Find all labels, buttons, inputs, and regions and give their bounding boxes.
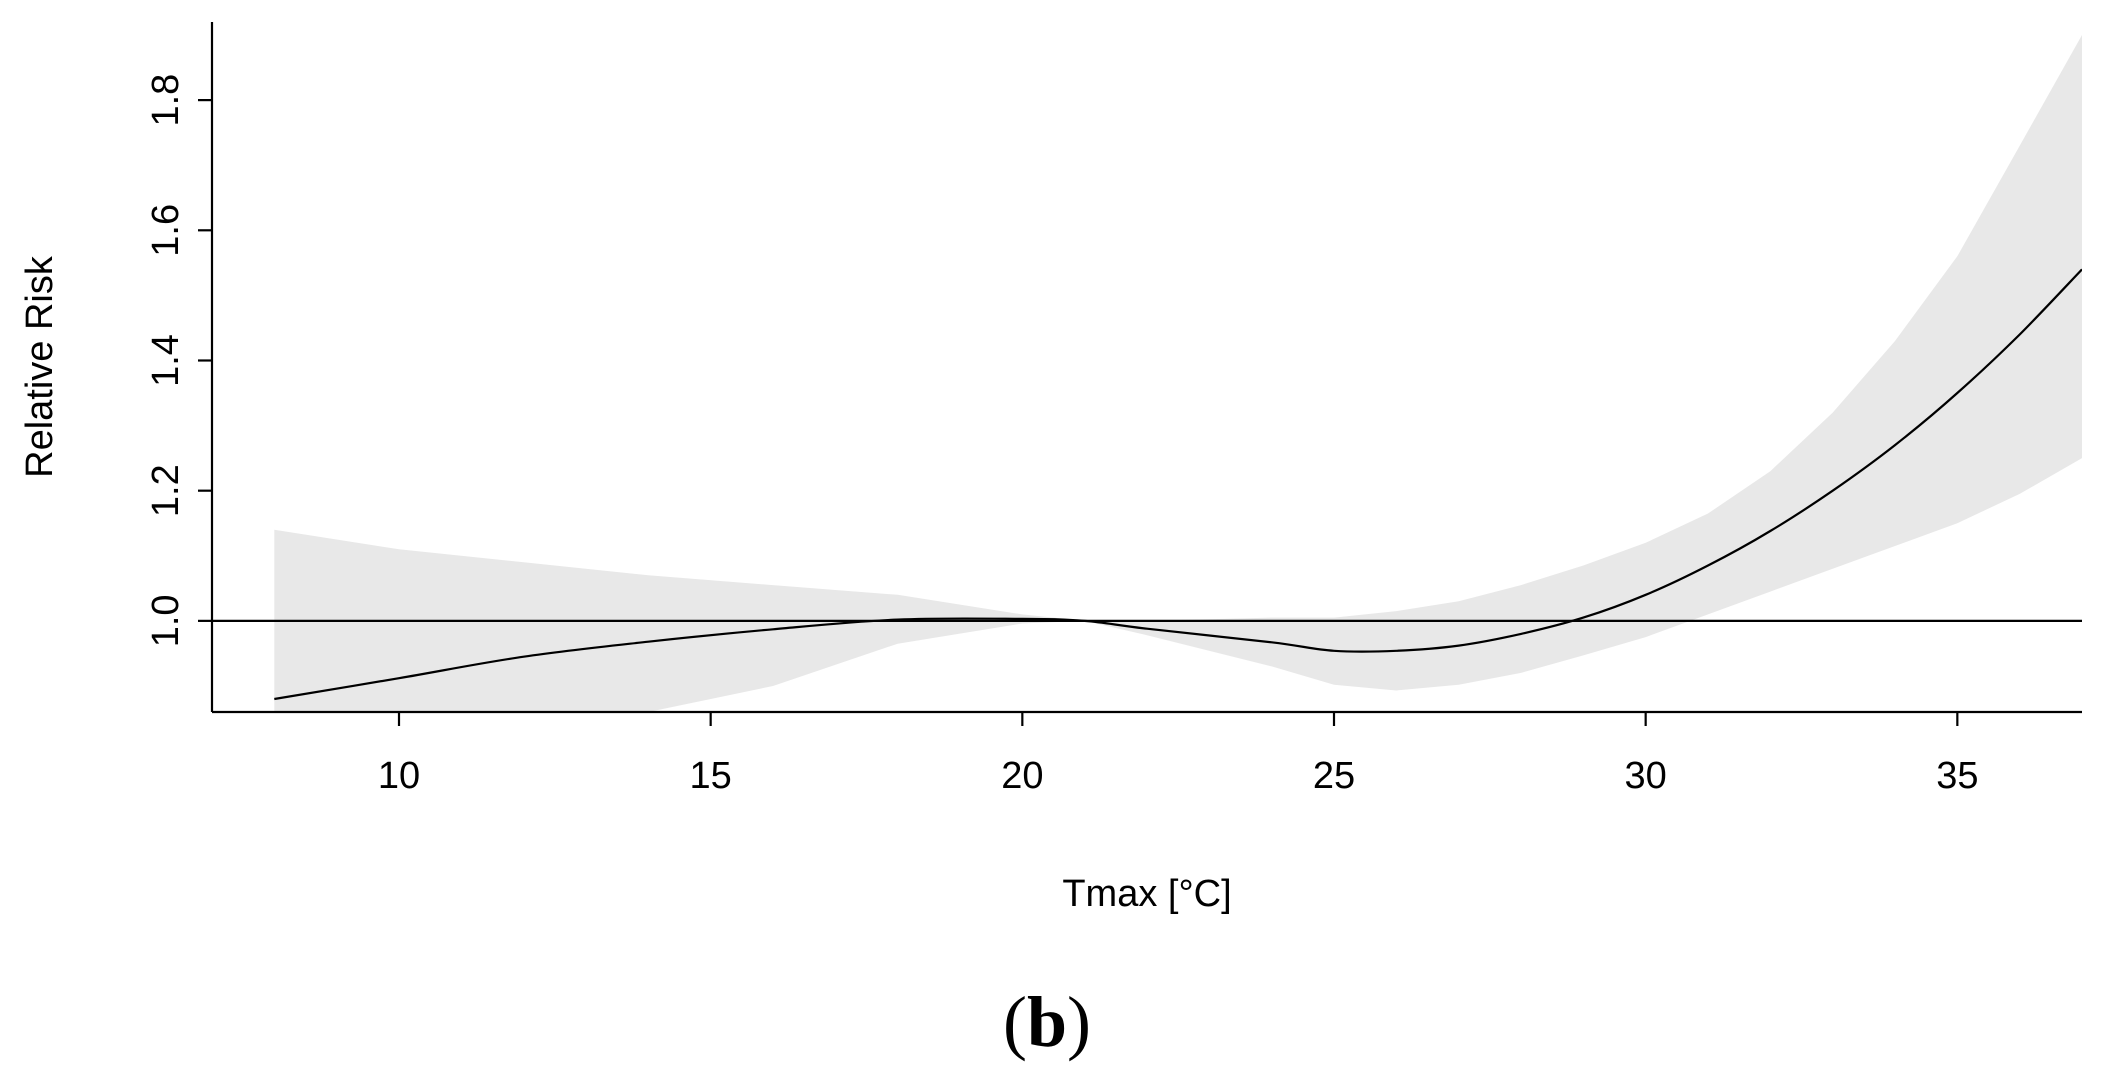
x-tick-label: 20 (1001, 755, 1043, 797)
panel-paren-open: ( (1003, 982, 1027, 1062)
x-tick-label: 15 (690, 755, 732, 797)
y-tick-label: 1.6 (145, 204, 187, 257)
x-tick-label: 35 (1936, 755, 1978, 797)
axes: 10 15 20 25 30 35 1.0 1.2 1.4 1.6 1.8 (145, 22, 2082, 797)
confidence-band (274, 35, 2082, 712)
x-axis-title: Tmax [°C] (1062, 873, 1231, 915)
relative-risk-curve (274, 268, 2082, 701)
panel-letter: b (1027, 982, 1067, 1062)
y-axis-title: Relative Risk (19, 255, 61, 478)
x-tick-label: 25 (1313, 755, 1355, 797)
panel-label: (b) (1003, 982, 1091, 1062)
y-tick-label: 1.0 (145, 594, 187, 647)
plot-area (212, 35, 2082, 712)
panel-paren-close: ) (1067, 982, 1091, 1062)
y-tick-label: 1.2 (145, 464, 187, 517)
y-tick-label: 1.4 (145, 334, 187, 387)
x-tick-label: 10 (378, 755, 420, 797)
y-tick-label: 1.8 (145, 74, 187, 127)
x-tick-label: 30 (1625, 755, 1667, 797)
